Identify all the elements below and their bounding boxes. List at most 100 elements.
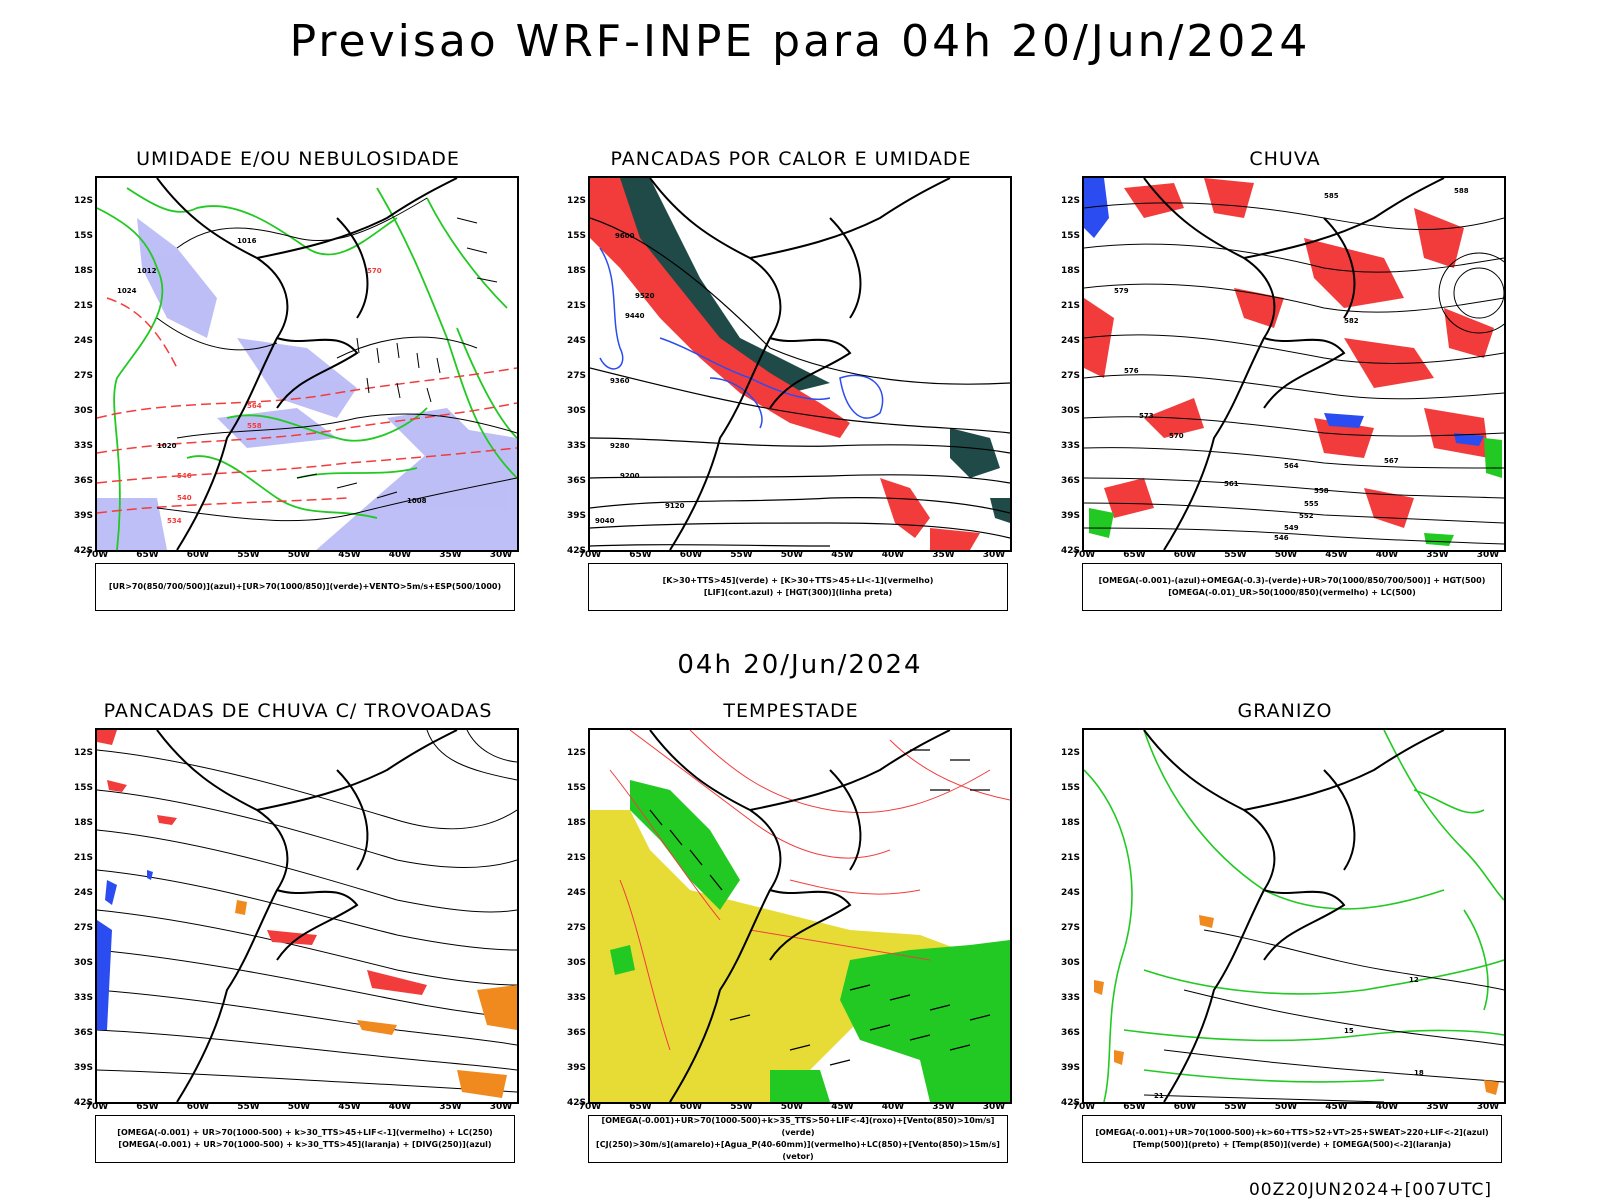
panel-rain: CHUVA [1050,148,1520,613]
longitude-label: 45W [1325,550,1348,560]
longitude-label: 55W [237,1102,260,1112]
longitude-label: 65W [136,1102,159,1112]
svg-text:558: 558 [1314,487,1329,495]
svg-text:540: 540 [177,494,192,502]
latitude-label: 18S [1060,266,1080,276]
svg-text:579: 579 [1114,287,1129,295]
latitude-label: 42S [73,1098,93,1108]
panel-thunderstorm-showers: PANCADAS DE CHUVA C/ TROVOADAS [63,700,533,1165]
latitude-label: 21S [73,853,93,863]
country-borders [649,178,951,550]
latitude-label: 27S [566,923,586,933]
longitude-label: 50W [780,550,804,560]
svg-text:588: 588 [1454,187,1469,195]
latitude-label: 24S [1060,888,1080,898]
svg-text:582: 582 [1344,317,1359,325]
latitude-label: 39S [1060,511,1080,521]
panel-title: PANCADAS DE CHUVA C/ TROVOADAS [103,700,493,722]
latitude-label: 21S [566,301,586,311]
longitude-label: 35W [439,1102,462,1112]
latitude-label: 27S [1060,923,1080,933]
latitude-label: 12S [1060,196,1080,206]
latitude-label: 15S [1060,783,1080,793]
legend-box: [K>30+TTS>45](verde) + [K>30+TTS>45+LI<-… [588,563,1008,611]
panel-humidity: UMIDADE E/OU NEBULOSIDADE [63,148,533,613]
orange-storm-fields [235,900,517,1098]
blue-divergence-fields [97,870,153,1030]
latitude-label: 12S [566,748,586,758]
legend-line: [CJ(250)>30m/s](amarelo)+[Agua_P(40-60mm… [596,1140,1000,1161]
country-borders [649,730,951,1102]
svg-text:9600: 9600 [615,232,635,240]
panel-title: CHUVA [1249,148,1321,170]
heat-showers-map: 9600 9520 9440 9360 9280 9200 9120 9040 [590,178,1010,550]
latitude-label: 18S [73,818,93,828]
latitude-label: 21S [1060,853,1080,863]
latitude-label: 33S [1060,993,1080,1003]
longitude-label: 55W [237,550,260,560]
black-temp500-contours [1143,929,1504,1102]
svg-text:558: 558 [247,422,262,430]
svg-text:561: 561 [1224,480,1239,488]
latitude-label: 27S [1060,371,1080,381]
contour-labels: 12 15 18 21 [1154,976,1424,1100]
longitude-label: 60W [186,1102,210,1112]
latitude-label: 24S [566,888,586,898]
latitude-label: 33S [566,993,586,1003]
latitude-label: 39S [73,1063,93,1073]
svg-text:21: 21 [1154,1092,1164,1100]
latitude-label: 30S [566,406,586,416]
longitude-label: 30W [1476,1102,1500,1112]
longitude-label: 40W [881,550,905,560]
country-borders [1143,178,1445,550]
latitude-label: 33S [566,441,586,451]
panel-hail: GRANIZO [1050,700,1520,1165]
latitude-label: 33S [1060,441,1080,451]
country-borders [156,730,458,1102]
latitude-label: 27S [73,923,93,933]
svg-text:585: 585 [1324,192,1339,200]
legend-box: [OMEGA(-0.001)-(azul)+OMEGA(-0.3)-(verde… [1082,563,1502,611]
longitude-label: 30W [489,1102,513,1112]
latitude-label: 39S [566,1063,586,1073]
svg-text:9360: 9360 [610,377,630,385]
longitude-label: 30W [489,550,513,560]
latitude-label: 21S [73,301,93,311]
longitude-label: 40W [881,1102,905,1112]
latitude-label: 15S [1060,231,1080,241]
svg-text:1008: 1008 [407,497,427,505]
run-stamp: 00Z20JUN2024+[007UTC] [1248,1180,1492,1200]
longitude-label: 55W [1224,550,1247,560]
longitude-label: 70W [578,550,602,560]
latitude-label: 27S [566,371,586,381]
svg-text:1020: 1020 [157,442,177,450]
legend-line: [OMEGA(-0.01)_UR>50(1000/850)(vermelho) … [1168,588,1416,597]
legend-box: [OMEGA(-0.001)+UR>70(1000-500)+k>35_TTS>… [588,1115,1008,1163]
longitude-label: 55W [730,1102,753,1112]
longitude-label: 45W [338,550,361,560]
latitude-label: 18S [566,818,586,828]
latitude-label: 24S [1060,336,1080,346]
longitude-label: 30W [982,550,1006,560]
svg-text:12: 12 [1409,976,1419,984]
green-temp850-contours [1084,730,1504,1102]
latitude-label: 24S [566,336,586,346]
longitude-label: 70W [85,550,109,560]
latitude-label: 30S [1060,958,1080,968]
longitude-label: 55W [1224,1102,1247,1112]
latitude-label: 42S [566,1098,586,1108]
latitude-label: 36S [1060,1028,1080,1038]
legend-box: [OMEGA(-0.001) + UR>70(1000-500) + k>30_… [95,1115,515,1163]
latitude-label: 24S [73,336,93,346]
panel-heat-showers: PANCADAS POR CALOR E UMIDADE [556,148,1026,613]
latitude-label: 12S [1060,748,1080,758]
longitude-label: 40W [1375,1102,1399,1112]
main-title: Previsao WRF-INPE para 04h 20/Jun/2024 [289,16,1311,67]
legend-box: [OMEGA(-0.001)+UR>70(1000-500)+k>60+TTS>… [1082,1115,1502,1163]
longitude-label: 50W [287,1102,311,1112]
latitude-label: 39S [73,511,93,521]
longitude-label: 35W [932,550,955,560]
contour-labels: 9600 9520 9440 9360 9280 9200 9120 9040 [595,232,685,525]
longitude-label: 70W [85,1102,109,1112]
teal-instability-fields [610,178,1010,523]
